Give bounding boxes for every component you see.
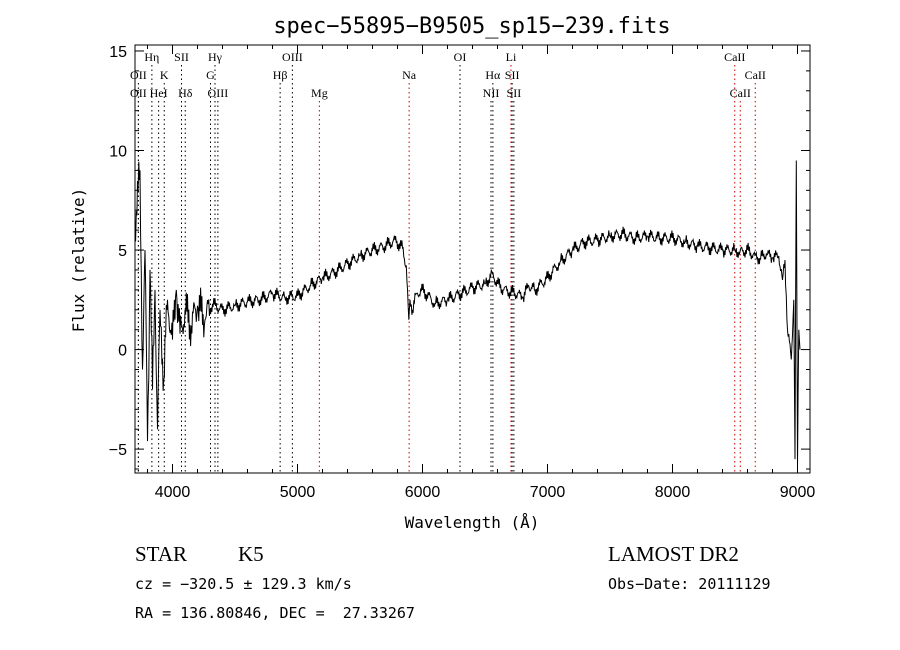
spectral-line-label: SII: [507, 86, 522, 100]
plot-frame: [134, 44, 811, 474]
spectral-line-label: OI: [454, 50, 467, 64]
spectral-line-label: CaII: [745, 68, 766, 82]
y-tick-label: 10: [109, 144, 127, 161]
spectrum-series: [134, 160, 801, 468]
y-tick-label: 0: [118, 343, 127, 360]
survey-name: LAMOST DR2: [608, 542, 739, 566]
x-tick-label: 5000: [280, 484, 316, 501]
spectral-line-label: CaII: [730, 86, 751, 100]
y-axis-label: Flux (relative): [69, 188, 88, 333]
spectral-line-label: OII: [130, 68, 147, 82]
x-tick-label: 8000: [655, 484, 691, 501]
spectral-line-label: Li: [506, 50, 517, 64]
spectral-line-markers: OII OII Hη HeI K SII Hδ Hγ G OIII Hβ OIII Mg Na OI Hα NI…: [130, 50, 766, 473]
chart-title: spec−55895−B9505_sp15−239.fits: [273, 14, 670, 39]
spectral-line-label: Hα: [485, 68, 501, 82]
spectral-line-label: Hβ: [273, 68, 288, 82]
object-subclass: K5: [238, 542, 264, 566]
spectral-line-label: Mg: [311, 86, 328, 100]
spectral-line-label: G: [206, 68, 215, 82]
spectral-line-label: OII: [130, 86, 147, 100]
redshift-readout: cz = −320.5 ± 129.3 km/s: [135, 575, 352, 593]
spectral-line-label: OIII: [208, 86, 229, 100]
spectral-line-label: HeI: [150, 86, 168, 100]
spectral-line-label: Hη: [144, 50, 159, 64]
coordinates-readout: RA = 136.80846, DEC = 27.33267: [135, 604, 415, 622]
spectral-line-label: SII: [505, 68, 520, 82]
spectral-line-label: Hδ: [178, 86, 193, 100]
spectral-line-label: K: [160, 68, 169, 82]
spectrum-line: [134, 160, 801, 468]
object-class: STAR: [135, 542, 187, 566]
spectral-line-label: Na: [402, 68, 417, 82]
y-tick-label: 15: [109, 44, 127, 61]
spectral-line-label: SII: [174, 50, 189, 64]
x-tick-label: 6000: [405, 484, 441, 501]
x-tick-label: 7000: [530, 484, 566, 501]
observation-date: Obs−Date: 20111129: [608, 575, 771, 593]
plot-axes: 4000 5000 6000 7000 8000 9000 −5 0 5 10 15: [109, 44, 816, 501]
x-axis-label: Wavelength (Å): [405, 513, 540, 532]
spectral-line-label: OIII: [282, 50, 303, 64]
spectral-line-label: NII: [483, 86, 500, 100]
x-tick-label: 4000: [155, 484, 191, 501]
spectral-line-label: CaII: [724, 50, 745, 64]
y-tick-label: 5: [118, 243, 127, 260]
spectral-line-label: Hγ: [208, 50, 223, 64]
y-tick-label: −5: [109, 442, 127, 459]
x-tick-label: 9000: [780, 484, 816, 501]
